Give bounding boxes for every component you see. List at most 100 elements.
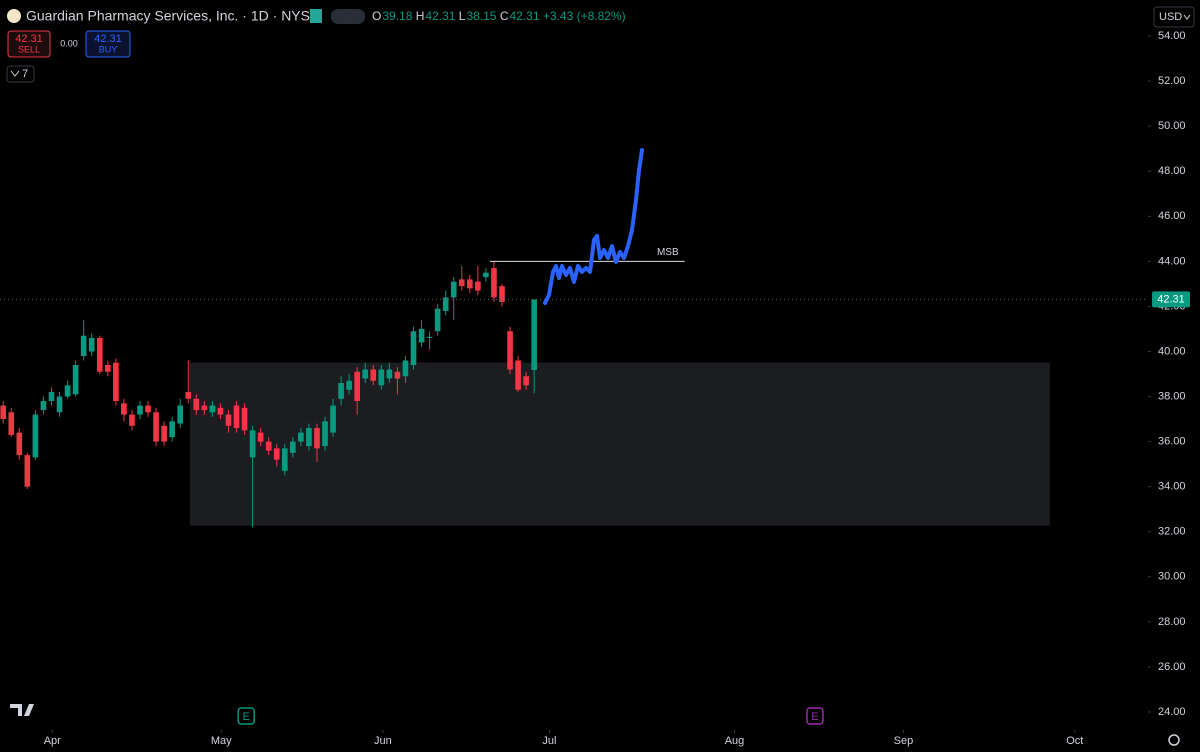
ohlc-label: C [500, 9, 509, 23]
y-tick-label: 52.00 [1158, 75, 1186, 87]
event-label: E [811, 711, 818, 723]
candle-body [56, 396, 63, 413]
candle-body [515, 360, 521, 390]
candle-body [531, 299, 537, 370]
candle-body [386, 369, 393, 379]
last-price-label: 42.31 [1157, 293, 1185, 305]
y-tick-label: 40.00 [1158, 345, 1186, 357]
currency-button[interactable] [1153, 6, 1195, 28]
indicators-count: 7 [22, 68, 28, 80]
candle-body [193, 398, 200, 411]
symbol-logo [7, 9, 21, 23]
candle-body [113, 362, 119, 402]
candle-body [8, 412, 15, 435]
candle-body [507, 331, 513, 370]
y-tick-label: 46.00 [1158, 210, 1186, 222]
ohlc-value: 39.18 [382, 9, 412, 23]
msb-label: MSB [657, 247, 679, 258]
candle-body [281, 448, 288, 471]
ohlc-label: H [416, 9, 425, 23]
chevron [10, 70, 20, 77]
candle-body [209, 405, 216, 413]
sell-price: 42.31 [15, 33, 43, 45]
candle-body [322, 421, 328, 447]
x-tick-label: Jun [374, 735, 392, 747]
candle-body [338, 383, 344, 399]
ohlc: O39.18 H42.31 L38.15 C42.31 +3.43 (+8.82… [372, 9, 626, 23]
indicators-toggle[interactable] [6, 65, 35, 83]
candle-body [314, 428, 320, 449]
buy-label: BUY [99, 44, 118, 54]
plot: MSB [0, 35, 1151, 733]
y-tick-label: 28.00 [1158, 616, 1186, 628]
candle-body [88, 337, 95, 352]
candle-body [32, 414, 39, 458]
buy-button[interactable] [85, 30, 131, 58]
zone [189, 362, 1050, 526]
y-tick-label: 36.00 [1158, 436, 1186, 448]
candle-body [145, 405, 151, 413]
candle-body [96, 337, 103, 372]
candle-body [298, 432, 304, 442]
x-tick-label: Oct [1066, 735, 1083, 747]
spread: 0.00 [60, 38, 78, 48]
candle-body [394, 371, 401, 379]
candle-body [306, 428, 312, 447]
ohlc-value: 38.15 [466, 9, 496, 23]
toggle[interactable] [331, 9, 365, 24]
ohlc-label: O [372, 9, 381, 23]
last-price-box [1152, 291, 1190, 308]
candle-body [483, 272, 489, 278]
event-marker [237, 707, 255, 725]
candle-body [475, 281, 481, 291]
y-tick-label: 44.00 [1158, 255, 1186, 267]
ohlc-value: 42.31 [425, 9, 455, 23]
candle-body [330, 405, 336, 433]
candle-body [80, 335, 87, 356]
x-tick-label: Sep [894, 735, 914, 747]
projection-drawing [543, 148, 644, 305]
candle-body [249, 430, 256, 458]
symbol-title: Guardian Pharmacy Services, Inc. · 1D · … [26, 8, 319, 24]
y-tick-label: 24.00 [1158, 706, 1186, 718]
candle-body [362, 369, 369, 379]
candle-body [72, 365, 79, 395]
ohlc-value: 42.31 [510, 9, 540, 23]
candle-body [265, 441, 272, 451]
candle-body [217, 407, 224, 415]
candle-body [450, 281, 457, 298]
y-tick-label: 34.00 [1158, 481, 1186, 493]
x-tick-label: Jul [542, 735, 556, 747]
candle-body [0, 405, 7, 420]
y-tick-label: 30.00 [1158, 571, 1186, 583]
x-tick-label: Aug [725, 735, 745, 747]
sell-button[interactable] [7, 30, 51, 58]
x-tick-label: May [211, 735, 232, 747]
candle-body [354, 371, 361, 402]
candle-body [129, 414, 135, 426]
flag-icon [310, 9, 322, 23]
candle-body [121, 403, 127, 415]
candle-body [16, 432, 23, 456]
candle-body [201, 405, 208, 411]
buy-price: 42.31 [94, 33, 122, 45]
settings-icon[interactable] [1168, 734, 1180, 746]
candle-body [40, 401, 47, 411]
tv-logo [10, 704, 34, 716]
candle-body [161, 425, 167, 442]
candle-body [346, 380, 352, 390]
candle-body [169, 421, 175, 438]
y-tick-label: 48.00 [1158, 165, 1186, 177]
currency: USD [1159, 11, 1182, 23]
y-tick-label: 50.00 [1158, 120, 1186, 132]
candle-body [523, 376, 529, 386]
candle-body [370, 369, 377, 381]
y-tick-label: 26.00 [1158, 661, 1186, 673]
y-tick-label: 54.00 [1158, 30, 1186, 42]
candle-body [290, 441, 296, 453]
candle-body [241, 407, 248, 431]
candle-body [426, 336, 433, 338]
candle-body [410, 331, 417, 365]
candle-body [418, 328, 425, 343]
